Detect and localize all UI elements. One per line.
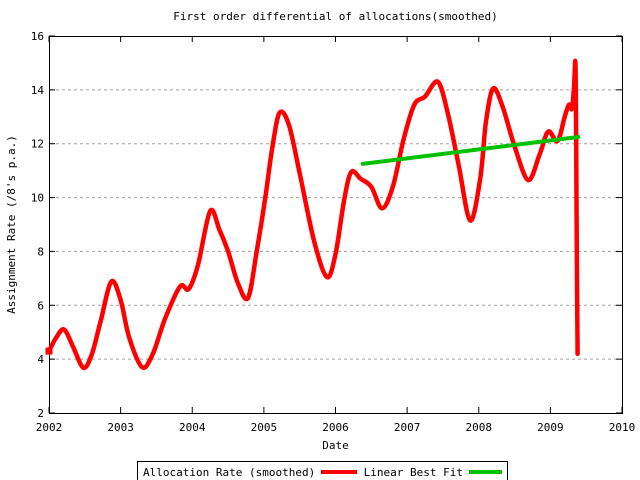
x-tick-label-2002: 2002 — [36, 421, 63, 434]
x-tick-label-2010: 2010 — [609, 421, 636, 434]
legend-swatch-red-line — [321, 470, 358, 474]
y-tick-label-8: 8 — [37, 245, 44, 258]
x-tick-label-2005: 2005 — [251, 421, 278, 434]
x-tick-label-2004: 2004 — [179, 421, 206, 434]
y-tick-label-10: 10 — [31, 192, 44, 205]
x-tick-label-2006: 2006 — [322, 421, 349, 434]
y-tick-label-6: 6 — [37, 299, 44, 312]
legend-swatch-green-line — [469, 470, 502, 474]
y-tick-label-14: 14 — [31, 84, 45, 97]
legend: Allocation Rate (smoothed) Linear Best F… — [137, 461, 508, 480]
x-tick-label-2003: 2003 — [107, 421, 134, 434]
legend-label-linear-fit: Linear Best Fit — [363, 465, 463, 479]
y-tick-label-4: 4 — [37, 353, 44, 366]
legend-entry-linear-fit: Linear Best Fit — [364, 466, 502, 479]
legend-label-allocation-rate: Allocation Rate (smoothed) — [143, 465, 316, 479]
series-line-0 — [46, 58, 580, 371]
x-tick-label-2008: 2008 — [466, 421, 493, 434]
x-axis-label: Date — [322, 439, 349, 452]
y-tick-label-12: 12 — [31, 138, 44, 151]
x-tick-label-2009: 2009 — [537, 421, 564, 434]
series-line-1 — [360, 135, 581, 166]
x-tick-label-2007: 2007 — [394, 421, 421, 434]
y-tick-label-16: 16 — [31, 30, 44, 43]
y-tick-label-2: 2 — [37, 407, 44, 420]
legend-entry-allocation-rate: Allocation Rate (smoothed) — [143, 465, 358, 479]
chart-title: First order differential of allocations(… — [173, 10, 498, 23]
